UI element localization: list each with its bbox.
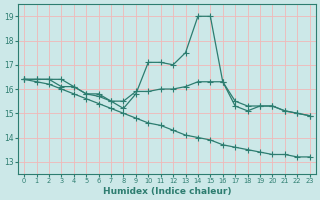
- X-axis label: Humidex (Indice chaleur): Humidex (Indice chaleur): [103, 187, 231, 196]
